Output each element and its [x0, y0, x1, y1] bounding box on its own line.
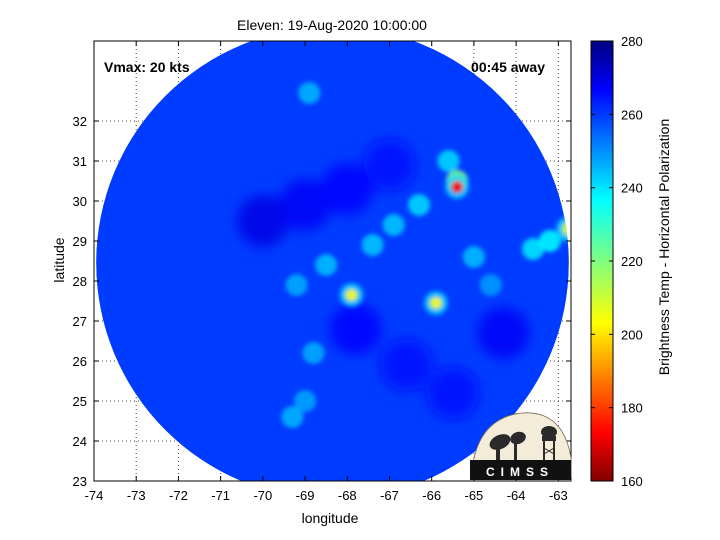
colorbar-tick-label: 240 [621, 181, 643, 196]
logo-water-tower-icon [541, 426, 557, 460]
x-tick-label: -67 [380, 488, 399, 503]
vmax-annotation: Vmax: 20 kts [104, 59, 190, 75]
convective-cell [479, 274, 502, 296]
x-tick-label: -73 [127, 488, 146, 503]
convective-cell [382, 214, 405, 236]
x-tick-label: -69 [296, 488, 315, 503]
colorbar-label: Brightness Temp - Horizontal Polarizatio… [656, 119, 672, 376]
y-tick-label: 23 [73, 474, 87, 489]
cimss-logo: CIMSS [470, 412, 572, 480]
convective-cell [429, 297, 442, 309]
x-tick-label: -65 [465, 488, 484, 503]
convective-cell [451, 181, 464, 193]
axis-ticks: -74 -73 -72 -71 -70 -69 -68 -67 -66 -65 -64 -63 23 24… [73, 41, 571, 503]
convective-cell [437, 150, 460, 172]
y-tick-label: 27 [73, 314, 87, 329]
y-axis-label: latitude [51, 237, 67, 282]
time-away-annotation: 00:45 away [471, 59, 545, 75]
dry-band-blob [380, 339, 433, 391]
convective-cell [522, 238, 545, 260]
convective-cell [281, 406, 304, 428]
convective-cell [285, 274, 308, 296]
convective-cell [302, 342, 325, 364]
y-tick-label: 26 [73, 354, 87, 369]
y-tick-label: 30 [73, 194, 87, 209]
colorbar-tick-label: 260 [621, 107, 643, 122]
y-tick-label: 32 [73, 114, 87, 129]
x-tick-label: -66 [422, 488, 441, 503]
convective-cell [315, 254, 338, 276]
x-tick-label: -74 [85, 488, 104, 503]
x-tick-label: -72 [169, 488, 188, 503]
convective-cell [408, 194, 431, 216]
convective-cell [294, 390, 317, 412]
radiometer-swath [96, 41, 569, 481]
dry-band-blob [426, 367, 479, 419]
convective-cell [462, 246, 485, 268]
logo-dish-icon [489, 431, 526, 460]
convective-cell [361, 234, 384, 256]
logo-banner [470, 460, 571, 480]
convective-cells [281, 82, 569, 428]
colorbar-tick-label: 180 [621, 401, 643, 416]
y-tick-label: 24 [73, 434, 87, 449]
dry-band-blob [279, 179, 332, 231]
x-tick-label: -64 [507, 488, 526, 503]
x-tick-label: -68 [338, 488, 357, 503]
dry-band [236, 139, 530, 419]
y-tick-label: 28 [73, 274, 87, 289]
convective-cell-halo [555, 216, 569, 242]
convective-cell [538, 230, 561, 252]
dry-band-blob [321, 163, 374, 215]
chart-title: Eleven: 19-Aug-2020 10:00:00 [237, 17, 427, 33]
x-axis-label: longitude [302, 510, 359, 526]
dry-band-blob [477, 307, 530, 359]
y-tick-label: 25 [73, 394, 87, 409]
x-tick-label: -70 [253, 488, 272, 503]
dry-band-blob [236, 195, 289, 247]
colorbar-tick-label: 280 [621, 34, 643, 49]
dry-band-blob [363, 139, 416, 191]
y-tick-label: 29 [73, 234, 87, 249]
dry-band-blob [329, 303, 382, 355]
convective-cell [345, 289, 358, 301]
logo-text: CIMSS [486, 465, 554, 479]
colorbar-tick-label: 200 [621, 327, 643, 342]
convective-cell [298, 82, 321, 104]
x-tick-label: -63 [549, 488, 568, 503]
colorbar-ticks: 160 180 200 220 240 260 280 [591, 34, 643, 489]
convective-cell [561, 222, 569, 236]
x-tick-label: -71 [211, 488, 230, 503]
colorbar-tick-label: 160 [621, 474, 643, 489]
colorbar-tick-label: 220 [621, 254, 643, 269]
y-tick-label: 31 [73, 154, 87, 169]
plot-frame [93, 40, 572, 482]
